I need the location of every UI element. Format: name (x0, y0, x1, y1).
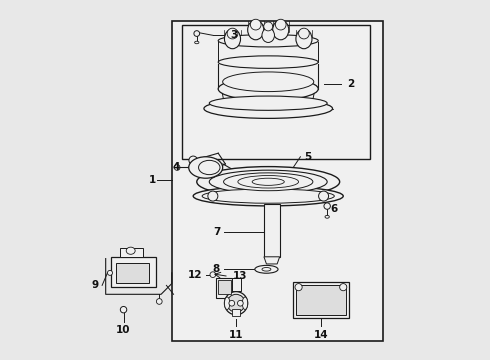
Ellipse shape (224, 292, 247, 315)
Circle shape (121, 306, 127, 313)
Circle shape (324, 203, 330, 209)
Circle shape (189, 156, 197, 165)
Ellipse shape (247, 20, 264, 40)
Text: 5: 5 (304, 152, 311, 162)
Ellipse shape (275, 19, 286, 30)
Ellipse shape (296, 29, 312, 49)
Bar (232, 278, 242, 291)
Text: 14: 14 (314, 330, 328, 340)
Ellipse shape (325, 215, 329, 218)
Circle shape (229, 300, 235, 306)
Bar (117, 263, 148, 283)
Ellipse shape (272, 20, 289, 40)
Ellipse shape (222, 72, 314, 91)
Ellipse shape (243, 297, 247, 310)
Bar (217, 278, 232, 298)
Circle shape (208, 191, 218, 201)
Ellipse shape (204, 99, 333, 118)
Bar (182, 24, 370, 158)
Ellipse shape (262, 267, 271, 271)
Ellipse shape (218, 35, 318, 47)
Text: 4: 4 (172, 162, 180, 172)
Bar (120, 248, 143, 257)
Bar (172, 21, 383, 341)
Ellipse shape (195, 41, 199, 44)
Bar (232, 309, 240, 316)
Text: 10: 10 (116, 325, 131, 336)
Ellipse shape (202, 189, 334, 203)
Circle shape (194, 31, 199, 36)
Bar (264, 204, 280, 257)
Polygon shape (264, 257, 280, 264)
Bar (296, 285, 346, 315)
Bar (293, 282, 348, 318)
Ellipse shape (218, 77, 318, 100)
Circle shape (238, 300, 243, 306)
Ellipse shape (227, 294, 245, 312)
Circle shape (318, 191, 329, 201)
Ellipse shape (193, 186, 343, 206)
Ellipse shape (264, 22, 272, 31)
Text: 1: 1 (148, 175, 156, 185)
Circle shape (156, 298, 162, 304)
Text: 13: 13 (232, 271, 247, 282)
Ellipse shape (238, 176, 298, 188)
Ellipse shape (209, 170, 327, 193)
Bar (111, 257, 156, 287)
Circle shape (295, 284, 302, 291)
Text: 12: 12 (188, 270, 202, 280)
Ellipse shape (198, 160, 220, 175)
Circle shape (340, 284, 347, 291)
Text: 11: 11 (229, 330, 244, 340)
Ellipse shape (252, 178, 284, 185)
Ellipse shape (126, 247, 135, 254)
Ellipse shape (227, 28, 238, 39)
Text: 6: 6 (331, 203, 338, 213)
Circle shape (107, 270, 113, 275)
Ellipse shape (197, 167, 340, 197)
Text: 8: 8 (213, 264, 220, 274)
Text: 9: 9 (92, 280, 98, 291)
Text: 7: 7 (213, 227, 220, 237)
Ellipse shape (218, 56, 318, 68)
Bar (218, 280, 231, 294)
Ellipse shape (209, 96, 327, 111)
Circle shape (210, 272, 216, 278)
Ellipse shape (298, 28, 309, 39)
Ellipse shape (255, 265, 278, 273)
Circle shape (174, 165, 180, 170)
Ellipse shape (262, 28, 274, 42)
Text: 3: 3 (231, 30, 238, 40)
Ellipse shape (224, 29, 241, 49)
Ellipse shape (189, 157, 222, 178)
Text: 2: 2 (347, 78, 354, 89)
Ellipse shape (223, 173, 313, 191)
Ellipse shape (250, 19, 261, 30)
Ellipse shape (224, 297, 230, 310)
